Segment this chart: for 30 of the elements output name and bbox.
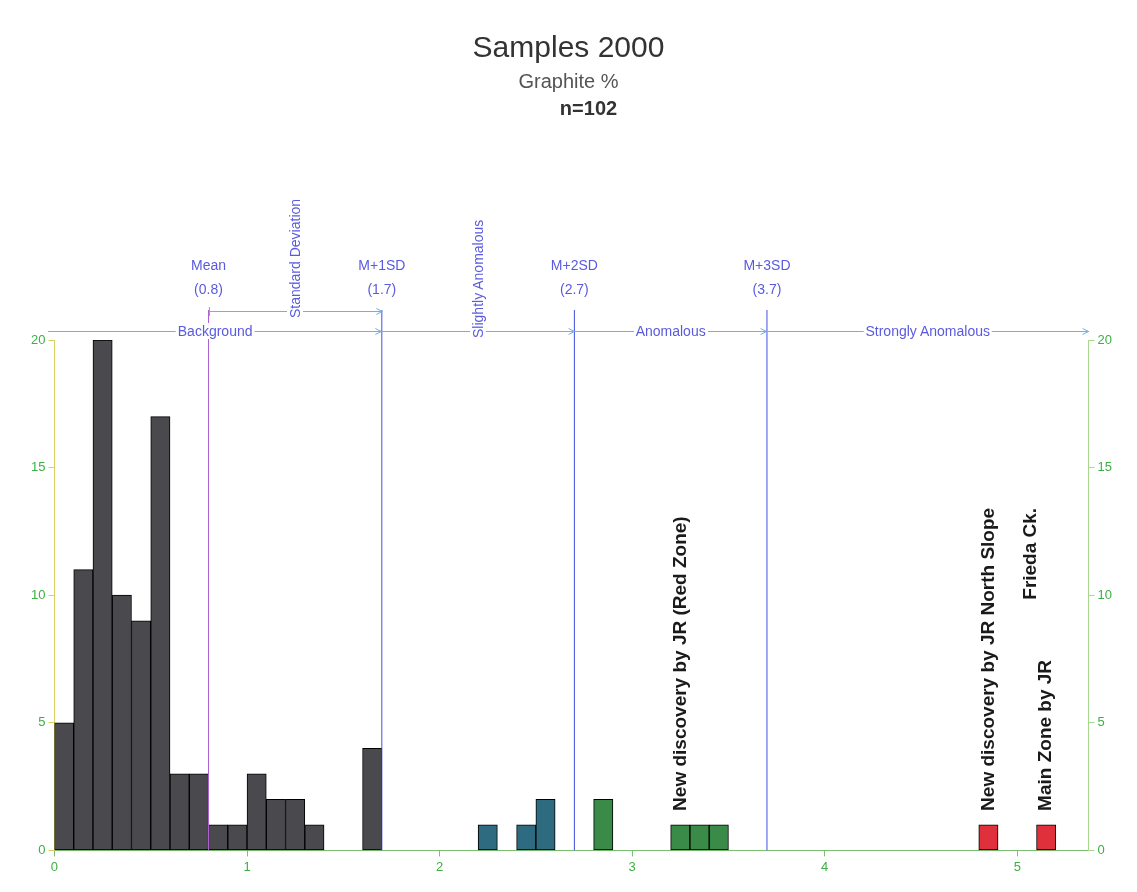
annotation: Main Zone by JR (1034, 659, 1056, 811)
annotation: New discovery by JR (Red Zone) (668, 516, 690, 811)
y2-tick-label: 10 (1097, 586, 1113, 602)
text: Standard Deviation (287, 196, 304, 320)
ref-line-label: M+3SD (3.7) (743, 256, 791, 297)
y-tick-label: 5 (38, 714, 46, 730)
x-tick-label: 2 (435, 858, 444, 874)
chart-subtitle: Graphite % (517, 70, 620, 93)
y-tick-label: 15 (30, 459, 46, 475)
ref-line-label: M+1SD (1.7) (358, 256, 406, 297)
x-tick-label: 3 (628, 858, 636, 874)
y2-tick-label: 15 (1097, 459, 1113, 475)
y-tick-label: 10 (30, 586, 46, 602)
x-tick-label: 0 (50, 858, 59, 874)
chart-title: Samples 2000 (471, 30, 666, 64)
y2-tick-label: 20 (1097, 331, 1113, 347)
text: n=102 (558, 97, 619, 120)
x-tick-label: 1 (243, 858, 251, 874)
text: Slightly Anomalous (470, 217, 487, 340)
ref-line-label: M+2SD (2.7) (550, 256, 598, 297)
x-tick-label: 4 (821, 858, 829, 874)
text: Background (175, 323, 255, 339)
y-tick-label: 0 (38, 841, 46, 857)
y2-tick-label: 0 (1097, 841, 1105, 857)
y2-tick-label: 5 (1097, 714, 1105, 730)
x-tick-label: 5 (1013, 858, 1021, 874)
y-tick-label: 20 (30, 331, 46, 347)
text: Strongly Anomalous (863, 323, 992, 339)
text: Anomalous (633, 323, 708, 339)
ref-line-label: Mean (0.8) (191, 256, 227, 297)
